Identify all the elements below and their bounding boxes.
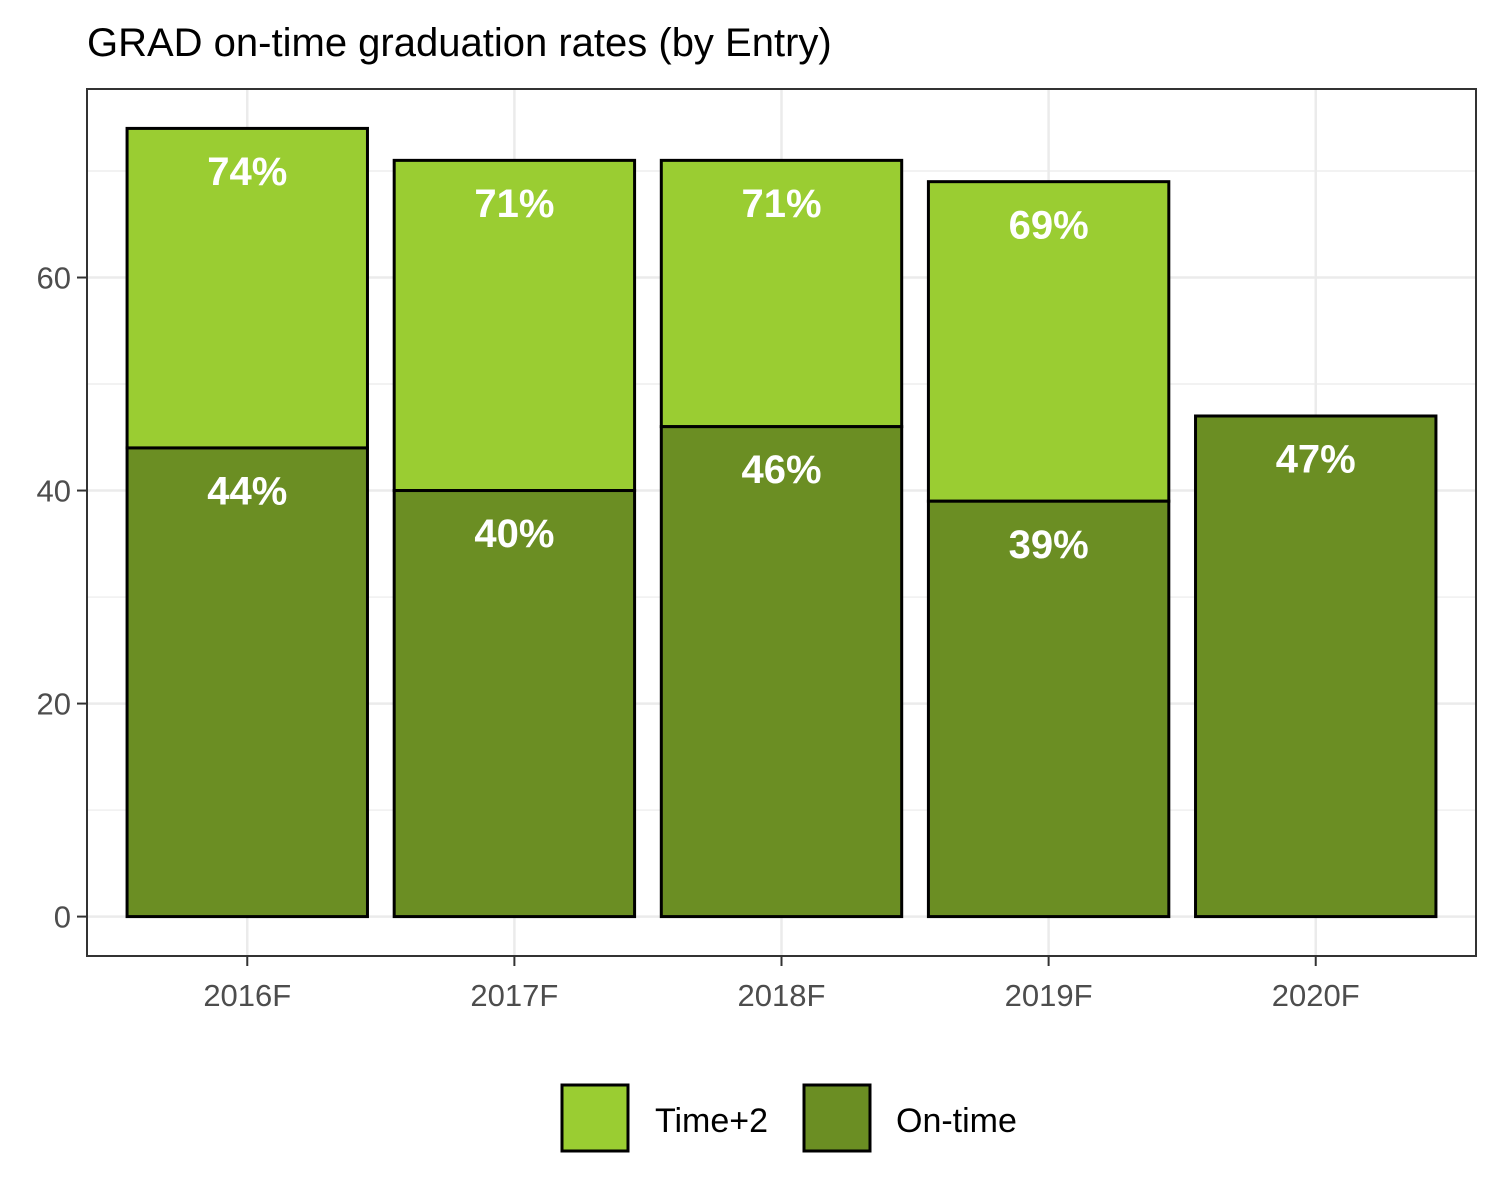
bar-on-time (1194, 414, 1438, 919)
data-label: 46% (741, 448, 821, 492)
legend: Time+2 On-time (560, 1083, 1017, 1153)
x-tick-label: 2019F (1005, 978, 1093, 1013)
chart-title: GRAD on-time graduation rates (by Entry) (87, 21, 832, 65)
y-tick-label: 0 (54, 900, 71, 935)
legend-key (802, 1083, 872, 1153)
bar-time-plus-2 (125, 126, 369, 450)
data-label: 44% (207, 470, 287, 514)
data-labels: 74% 44% 71% 40% 71% 46% 69% 39% 47% (207, 150, 1356, 567)
y-tick-label: 20 (37, 687, 71, 722)
legend-label: Time+2 (655, 1102, 768, 1140)
bar-on-time (392, 489, 637, 919)
x-tick-label: 2016F (203, 978, 291, 1013)
x-tick-label: 2020F (1272, 978, 1360, 1013)
x-tick-label: 2017F (470, 978, 558, 1013)
data-label: 74% (207, 150, 287, 194)
bar-on-time (926, 499, 1171, 919)
y-tick-label: 60 (37, 261, 71, 296)
data-label: 40% (474, 512, 554, 556)
bars (125, 126, 1438, 919)
bar-on-time (659, 425, 904, 919)
data-label: 47% (1276, 438, 1356, 482)
y-tick-label: 40 (37, 474, 71, 509)
axes: 0 20 40 60 2016F 2017F 2018F 2019F 2020F (37, 261, 1360, 1013)
bar-time-plus-2 (926, 180, 1171, 503)
data-label: 39% (1009, 523, 1089, 567)
data-label: 71% (474, 182, 554, 226)
data-label: 71% (741, 182, 821, 226)
legend-label: On-time (896, 1102, 1017, 1140)
bar-on-time (125, 446, 369, 919)
bar-time-plus-2 (659, 158, 904, 429)
x-tick-label: 2018F (738, 978, 826, 1013)
data-label: 69% (1009, 203, 1089, 247)
legend-key (560, 1083, 630, 1153)
